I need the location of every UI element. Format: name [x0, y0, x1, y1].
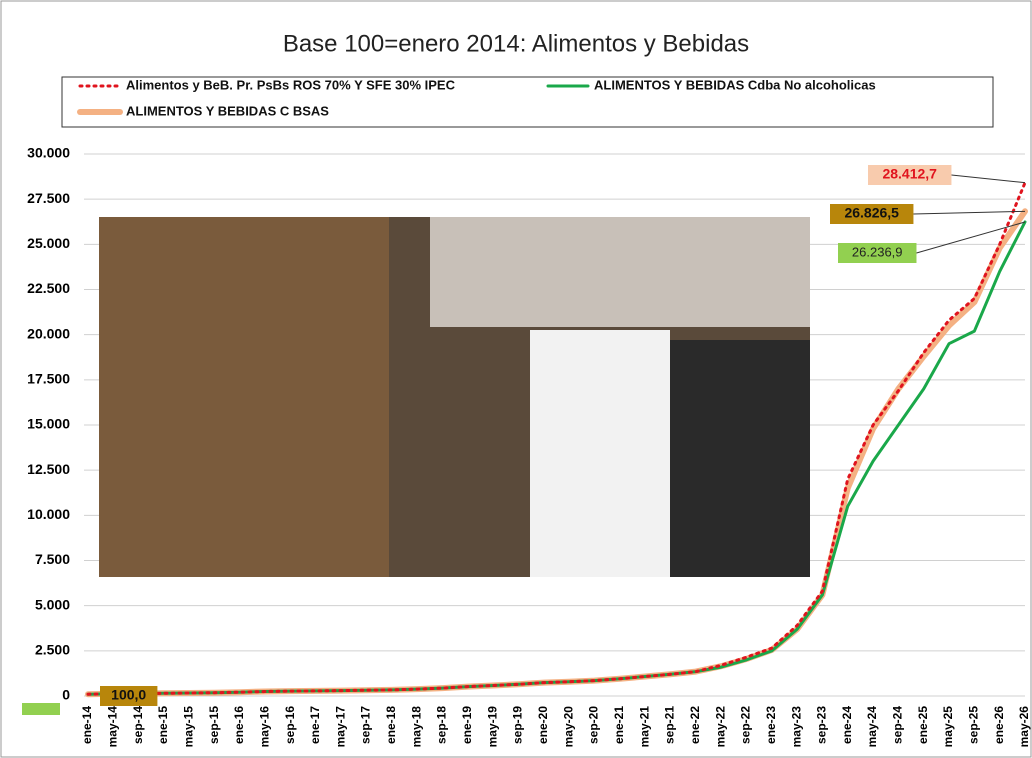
x-tick-label: sep-15 — [207, 706, 221, 744]
x-tick-label: may-18 — [409, 706, 423, 748]
x-tick-label: ene-26 — [992, 706, 1006, 744]
x-tick-label: may-26 — [1017, 706, 1031, 748]
x-tick-label: ene-19 — [460, 706, 474, 744]
y-tick-label: 30.000 — [27, 145, 70, 161]
x-tick-label: sep-25 — [967, 706, 981, 744]
x-tick-label: may-16 — [257, 706, 271, 748]
photo — [99, 217, 810, 577]
x-tick-label: ene-21 — [612, 706, 626, 744]
data-label: 28.412,7 — [882, 166, 937, 182]
y-tick-label: 0 — [62, 687, 70, 703]
x-tick-label: ene-14 — [80, 706, 94, 744]
series-line — [86, 181, 1027, 696]
x-tick-label: may-19 — [485, 706, 499, 748]
leader-line — [951, 174, 1026, 184]
x-tick-label: ene-25 — [916, 706, 930, 744]
x-tick-label: may-25 — [941, 706, 955, 748]
legend-label: ALIMENTOS Y BEBIDAS C BSAS — [126, 103, 329, 118]
x-tick-label: may-24 — [865, 706, 879, 748]
x-tick-label: sep-16 — [283, 706, 297, 744]
x-tick-label: ene-22 — [688, 706, 702, 744]
x-tick-label: ene-17 — [308, 706, 322, 744]
y-tick-label: 10.000 — [27, 506, 70, 522]
data-label: 100,0 — [111, 687, 146, 703]
photo-person — [530, 330, 670, 577]
x-tick-label: sep-20 — [587, 706, 601, 744]
x-tick-label: may-15 — [181, 706, 195, 748]
y-tick-label: 2.500 — [35, 642, 70, 658]
x-tick-label: may-23 — [789, 706, 803, 748]
y-tick-label: 22.500 — [27, 280, 70, 296]
x-tick-label: may-17 — [333, 706, 347, 748]
x-tick-label: sep-18 — [435, 706, 449, 744]
x-tick-label: sep-22 — [739, 706, 753, 744]
photo-shelf — [99, 217, 389, 577]
x-tick-label: ene-20 — [536, 706, 550, 744]
data-label-box — [838, 243, 917, 263]
legend-label: ALIMENTOS Y BEBIDAS Cdba No alcoholicas — [594, 77, 876, 92]
y-tick-label: 5.000 — [35, 596, 70, 612]
data-label-box — [100, 686, 158, 706]
x-tick-label: ene-24 — [840, 706, 854, 744]
y-tick-label: 27.500 — [27, 190, 70, 206]
labels: 28.412,7 26.236,9 100,0 26.826,5 — [100, 165, 1026, 706]
legend-box — [61, 76, 994, 128]
chart-title: Base 100=enero 2014: Alimentos y Bebidas — [283, 30, 749, 57]
plot — [85, 181, 1028, 698]
x-tick-label: sep-17 — [359, 706, 373, 744]
y-tick-label: 7.500 — [35, 551, 70, 567]
x-tick-label: may-21 — [637, 706, 651, 748]
x-tick-label: sep-21 — [663, 706, 677, 744]
legend-label: Alimentos y BeB. Pr. PsBs ROS 70% Y SFE … — [126, 77, 456, 92]
leader-line — [916, 221, 1026, 254]
leader-line — [913, 210, 1026, 215]
x-tick-label: may-20 — [561, 706, 575, 748]
x-tick-label: ene-23 — [764, 706, 778, 744]
x-tick-label: sep-14 — [131, 706, 145, 744]
y-tick-label: 12.500 — [27, 461, 70, 477]
data-label-box — [830, 204, 914, 224]
x-tick-label: ene-15 — [156, 706, 170, 744]
legend-artifact — [22, 703, 60, 715]
photo-ceiling — [430, 217, 810, 327]
y-tick-label: 20.000 — [27, 325, 70, 341]
data-label: 26.236,9 — [852, 244, 903, 259]
x-tick-label: ene-16 — [232, 706, 246, 744]
x-tick-label: may-22 — [713, 706, 727, 748]
photo-person — [670, 340, 810, 577]
x-tick-label: may-14 — [105, 706, 119, 748]
x-tick-label: sep-23 — [815, 706, 829, 744]
y-tick-label: 17.500 — [27, 371, 70, 387]
x-tick-label: ene-18 — [384, 706, 398, 744]
y-tick-label: 25.000 — [27, 235, 70, 251]
x-tick-label: sep-24 — [891, 706, 905, 744]
y-tick-label: 15.000 — [27, 416, 70, 432]
data-label: 26.826,5 — [844, 205, 899, 221]
data-label-box — [868, 165, 952, 185]
x-tick-label: sep-19 — [511, 706, 525, 744]
